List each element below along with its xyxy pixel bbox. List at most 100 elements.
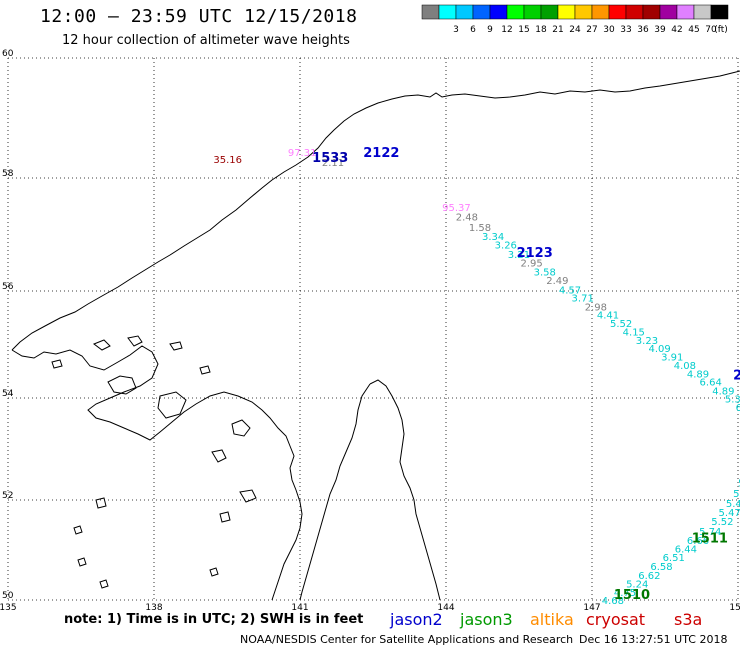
satellite-legend-item: altika bbox=[530, 610, 574, 629]
colorbar-label: 45 bbox=[688, 25, 699, 35]
satellite-legend-item: cryosat bbox=[586, 610, 646, 629]
wave-height-value: 35.16 bbox=[213, 155, 242, 166]
wave-height-labels: 35.1697.312.1195.372.481.583.343.263.212… bbox=[213, 148, 740, 607]
wave-height-value: 3.23 bbox=[636, 336, 658, 347]
colorbar: 3 6 9 12 15 18 21 24 27 30 33 36 39 42 45 70(ft) bbox=[421, 4, 729, 35]
wave-height-value: 4.68 bbox=[602, 596, 624, 607]
colorbar-label: 24 bbox=[569, 25, 581, 35]
colorbar-label: 27 bbox=[586, 25, 597, 35]
lat-tick-label: 58 bbox=[2, 169, 14, 179]
satellite-legend-item: s3a bbox=[674, 610, 703, 629]
map-subtitle: 12 hour collection of altimeter wave hei… bbox=[62, 33, 350, 48]
wave-height-value: 4.09 bbox=[648, 344, 670, 355]
colorbar-label: 12 bbox=[501, 25, 512, 35]
wave-height-value: 3.34 bbox=[482, 232, 504, 243]
map-title: 12:00 — 23:59 UTC 12/15/2018 bbox=[40, 6, 358, 27]
colorbar-label: 42 bbox=[671, 25, 682, 35]
sakhalin-island bbox=[369, 379, 441, 601]
coastline bbox=[11, 70, 740, 601]
wave-height-value: 4.15 bbox=[623, 327, 645, 338]
wave-height-value: 6.62 bbox=[638, 571, 660, 582]
wave-height-value: 4.75 bbox=[614, 588, 636, 599]
pass-id-label: 2123 bbox=[517, 246, 553, 261]
pass-id-label: 1533 bbox=[312, 151, 348, 166]
lat-tick-label: 50 bbox=[2, 591, 14, 601]
colorbar-label: 70 bbox=[705, 25, 717, 35]
wave-height-value: 5.52 bbox=[711, 517, 733, 528]
wave-height-value: 5.48 bbox=[726, 499, 740, 510]
lon-tick-label: 135 bbox=[0, 603, 17, 613]
colorbar-label: 6 bbox=[470, 25, 476, 35]
shantar-islands bbox=[73, 375, 257, 589]
wave-height-value: 5.47 bbox=[719, 508, 740, 519]
wave-height-value: 2.95 bbox=[520, 259, 542, 270]
wave-height-value: 6.51 bbox=[663, 553, 685, 564]
pass-id-label: 2 bbox=[733, 368, 740, 383]
wave-height-value: 2.48 bbox=[456, 212, 478, 223]
wave-height-value: 5.35 bbox=[725, 395, 740, 406]
colorbar-label: 15 bbox=[518, 25, 529, 35]
wave-height-value: 4.89 bbox=[687, 370, 709, 381]
sakhalin-west bbox=[299, 383, 371, 601]
wave-height-value: 5.74 bbox=[699, 527, 721, 538]
wave-height-map: 35.1697.312.1195.372.481.583.343.263.212… bbox=[0, 49, 740, 613]
wave-height-value: 6.44 bbox=[675, 545, 697, 556]
wave-height-value: 6.50 bbox=[736, 403, 740, 414]
pass-id-label: 2122 bbox=[363, 146, 399, 161]
wave-height-value: 4.08 bbox=[674, 361, 696, 372]
lon-tick-label: 147 bbox=[583, 603, 600, 613]
north-coastline bbox=[11, 70, 740, 351]
wave-height-value: 2.49 bbox=[546, 276, 568, 287]
lat-tick-label: 52 bbox=[2, 491, 13, 501]
colorbar-label: 36 bbox=[637, 25, 649, 35]
axis-tick-labels: 135 138 141 144 147 150 50 52 54 56 58 60 bbox=[0, 49, 740, 613]
colorbar-label: 33 bbox=[620, 25, 631, 35]
wave-height-value: 4.57 bbox=[559, 286, 581, 297]
lon-tick-label: 141 bbox=[291, 603, 308, 613]
colorbar-label: 3 bbox=[453, 25, 459, 35]
pass-id-label: 1510 bbox=[614, 588, 650, 603]
footer-timestamp: Dec 16 13:27:51 UTC 2018 bbox=[579, 633, 728, 646]
west-coastline bbox=[11, 345, 303, 601]
wave-height-value: 1.58 bbox=[469, 223, 491, 234]
colorbar-label: 30 bbox=[603, 25, 615, 35]
lat-tick-label: 54 bbox=[2, 389, 14, 399]
wave-height-value: 5.41 bbox=[733, 489, 740, 500]
wave-height-value: 3.91 bbox=[661, 353, 683, 364]
wave-height-value: 97.31 bbox=[288, 148, 317, 159]
northern-islets bbox=[51, 335, 211, 375]
lat-tick-label: 56 bbox=[2, 282, 14, 292]
pass-labels: 2122 1533 2123 1511 1510 2 bbox=[312, 146, 740, 603]
colorbar-label: 39 bbox=[654, 25, 666, 35]
colorbar-unit: (ft) bbox=[714, 25, 728, 35]
lat-tick-label: 60 bbox=[2, 49, 14, 59]
wave-height-value: 3.21 bbox=[508, 250, 530, 261]
wave-height-value: 3.58 bbox=[534, 268, 556, 279]
wave-height-value: 95.37 bbox=[442, 203, 471, 214]
wave-height-value: 4.41 bbox=[597, 310, 619, 321]
wave-height-value: 6.66 bbox=[687, 536, 709, 547]
lon-tick-label: 150 bbox=[729, 603, 740, 613]
wave-height-value: 6.58 bbox=[650, 562, 672, 573]
wave-height-value: 2.98 bbox=[585, 302, 607, 313]
lon-tick-label: 144 bbox=[437, 603, 454, 613]
wave-height-value: 5.4 bbox=[738, 479, 740, 490]
wave-height-value: 6.64 bbox=[700, 378, 722, 389]
pass-id-label: 1511 bbox=[692, 532, 728, 547]
footer-credit: NOAA/NESDIS Center for Satellite Applica… bbox=[240, 633, 574, 646]
wave-height-value: 3.26 bbox=[495, 241, 517, 252]
wave-height-value: 5.24 bbox=[626, 580, 648, 591]
wave-height-value: 3.71 bbox=[572, 294, 594, 305]
footer-note: note: 1) Time is in UTC; 2) SWH is in fe… bbox=[64, 612, 364, 627]
colorbar-label: 21 bbox=[552, 25, 563, 35]
colorbar-label: 9 bbox=[487, 25, 493, 35]
satellite-legend-item: jason3 bbox=[460, 610, 513, 629]
wave-height-value: 5.52 bbox=[610, 319, 632, 330]
satellite-legend-item: jason2 bbox=[390, 610, 443, 629]
wave-height-value: 2.11 bbox=[322, 158, 344, 169]
lon-tick-label: 138 bbox=[145, 603, 162, 613]
colorbar-swatch bbox=[710, 4, 729, 20]
wave-height-value: 4.89 bbox=[712, 386, 734, 397]
colorbar-label: 18 bbox=[535, 25, 547, 35]
